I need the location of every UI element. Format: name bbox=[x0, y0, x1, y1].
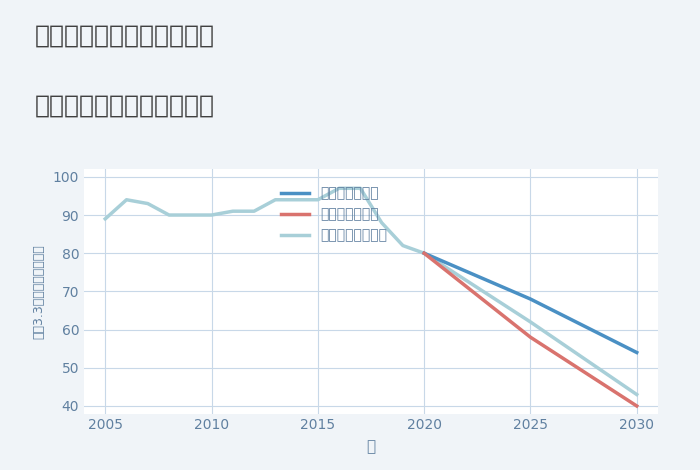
グッドシナリオ bbox=[526, 296, 535, 302]
X-axis label: 年: 年 bbox=[366, 439, 376, 454]
Line: バッドシナリオ: バッドシナリオ bbox=[424, 253, 637, 406]
Line: ノーマルシナリオ: ノーマルシナリオ bbox=[424, 253, 637, 394]
グッドシナリオ bbox=[633, 350, 641, 355]
バッドシナリオ bbox=[526, 335, 535, 340]
グッドシナリオ bbox=[420, 251, 428, 256]
ノーマルシナリオ bbox=[420, 251, 428, 256]
Legend: グッドシナリオ, バッドシナリオ, ノーマルシナリオ: グッドシナリオ, バッドシナリオ, ノーマルシナリオ bbox=[276, 181, 393, 248]
Text: 中古マンションの価格推移: 中古マンションの価格推移 bbox=[35, 94, 215, 118]
バッドシナリオ bbox=[420, 251, 428, 256]
ノーマルシナリオ bbox=[633, 392, 641, 397]
Text: 三重県松阪市飯高町宮前の: 三重県松阪市飯高町宮前の bbox=[35, 24, 215, 47]
バッドシナリオ bbox=[633, 403, 641, 409]
Y-axis label: 平（3.3㎡）単価（万円）: 平（3.3㎡）単価（万円） bbox=[33, 244, 46, 339]
ノーマルシナリオ bbox=[526, 319, 535, 325]
Line: グッドシナリオ: グッドシナリオ bbox=[424, 253, 637, 352]
